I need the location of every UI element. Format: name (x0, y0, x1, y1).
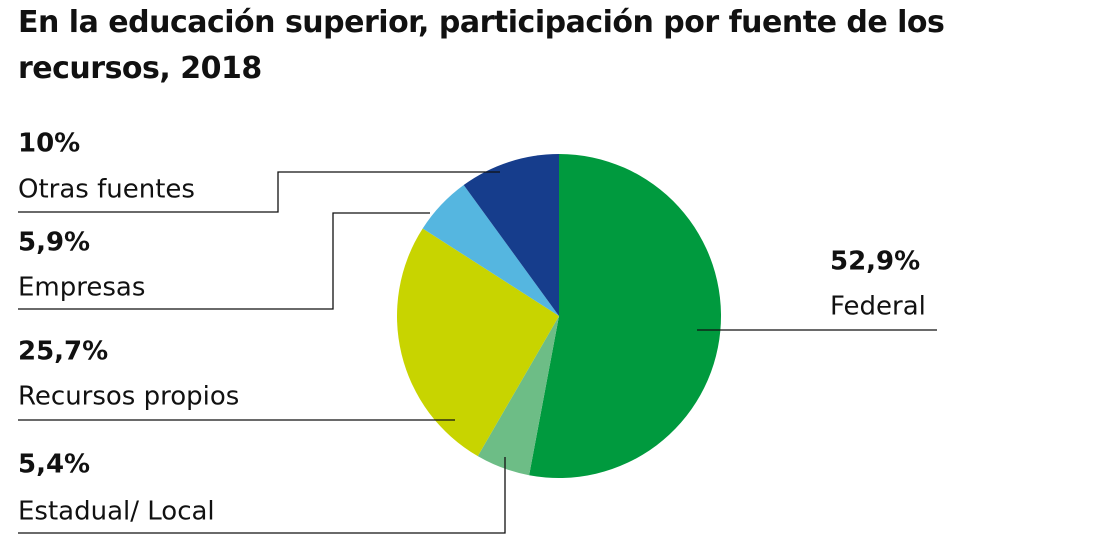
pie-slice (477, 316, 559, 476)
category-label: Estadual/ Local (18, 497, 215, 527)
value-label: 10% (18, 129, 80, 159)
chart-title: En la educación superior, participación … (18, 5, 945, 86)
category-label: Otras fuentes (18, 175, 195, 205)
leader-line (18, 212, 430, 310)
category-label: Empresas (18, 273, 145, 303)
category-label: Federal (830, 292, 926, 322)
pie-slice (463, 154, 559, 316)
value-label: 25,7% (18, 337, 108, 367)
value-label: 5,9% (18, 228, 90, 258)
pie-slice (422, 184, 559, 316)
leader-line (18, 457, 506, 534)
pie-slice (396, 228, 559, 457)
category-label: Recursos propios (18, 382, 239, 412)
leader-line (18, 171, 500, 213)
value-label: 5,4% (18, 450, 90, 480)
value-label: 52,9% (830, 247, 920, 277)
pie-slice (529, 154, 721, 478)
